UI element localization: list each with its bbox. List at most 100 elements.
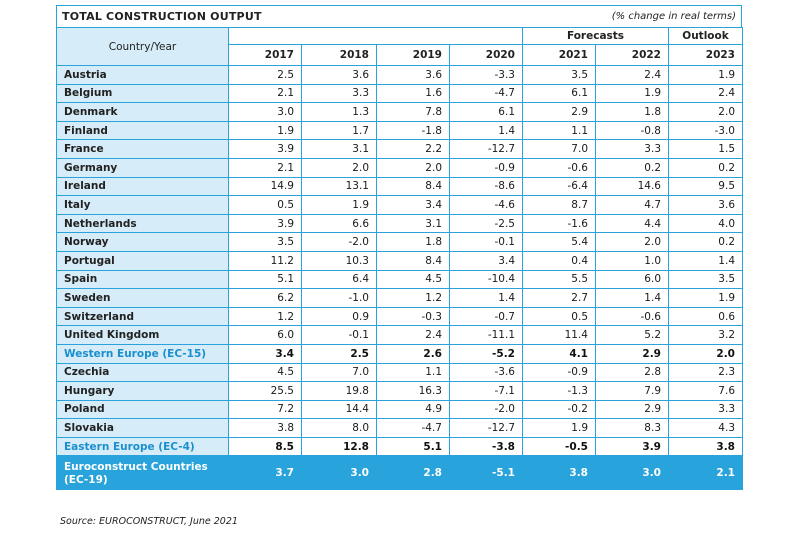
value-cell: 4.7: [595, 195, 669, 215]
value-cell: 7.0: [301, 362, 377, 383]
table-row: France 3.9 3.1 2.2 -12.7 7.0 3.3 1.5: [56, 139, 743, 159]
table-row: Sweden 6.2 -1.0 1.2 1.4 2.7 1.4 1.9: [56, 288, 743, 308]
total-label: Euroconstruct Countries (EC-19): [56, 455, 229, 491]
value-cell: -0.5: [522, 436, 596, 457]
value-cell: 2.0: [301, 157, 377, 178]
value-cell: 0.4: [522, 250, 596, 271]
value-cell: 3.3: [301, 83, 377, 104]
value-cell: -3.6: [449, 362, 523, 383]
table-row: Portugal 11.2 10.3 8.4 3.4 0.4 1.0 1.4: [56, 250, 743, 271]
value-cell: 0.5: [228, 195, 302, 215]
value-cell: 1.2: [376, 288, 450, 308]
value-cell: 1.5: [668, 139, 743, 159]
value-cell: 13.1: [301, 176, 377, 197]
value-cell: 1.9: [668, 65, 743, 85]
value-cell: 7.0: [522, 139, 596, 159]
value-cell: 0.2: [668, 157, 743, 178]
table-row: Austria 2.5 3.6 3.6 -3.3 3.5 2.4 1.9: [56, 65, 743, 85]
unit-note: (% change in real terms): [611, 11, 736, 22]
value-cell: 2.0: [668, 343, 743, 364]
value-cell: 8.3: [595, 418, 669, 438]
value-cell: 2.5: [301, 343, 377, 364]
value-cell: 5.5: [522, 269, 596, 290]
country-label: Belgium: [56, 83, 229, 104]
year-header: 2018: [301, 44, 377, 66]
country-label: Western Europe (EC-15): [56, 343, 229, 364]
value-cell: -0.6: [595, 306, 669, 327]
value-cell: 1.4: [595, 288, 669, 308]
value-cell: 0.2: [595, 157, 669, 178]
country-label: Slovakia: [56, 418, 229, 438]
year-header: 2019: [376, 44, 450, 66]
value-cell: -0.3: [376, 306, 450, 327]
value-cell: 1.2: [228, 306, 302, 327]
value-cell: 3.4: [376, 195, 450, 215]
value-cell: -4.7: [449, 83, 523, 104]
value-cell: 4.9: [376, 399, 450, 420]
construction-output-table-panel: TOTAL CONSTRUCTION OUTPUT (% change in r…: [56, 5, 743, 491]
value-cell: -2.0: [301, 232, 377, 252]
value-cell: 3.3: [595, 139, 669, 159]
value-cell: 1.7: [301, 120, 377, 141]
value-cell: 1.9: [228, 120, 302, 141]
value-cell: 4.5: [228, 362, 302, 383]
value-cell: 0.2: [668, 232, 743, 252]
value-cell: 2.4: [668, 83, 743, 104]
value-cell: -0.9: [522, 362, 596, 383]
country-label: Denmark: [56, 102, 229, 122]
table-row: Belgium 2.1 3.3 1.6 -4.7 6.1 1.9 2.4: [56, 83, 743, 104]
value-cell: -3.0: [668, 120, 743, 141]
country-label: United Kingdom: [56, 325, 229, 345]
value-cell: 1.1: [522, 120, 596, 141]
value-cell: 1.0: [595, 250, 669, 271]
value-cell: 0.9: [301, 306, 377, 327]
value-cell: 2.1: [228, 83, 302, 104]
value-cell: 2.9: [522, 102, 596, 122]
value-cell: 0.6: [668, 306, 743, 327]
value-cell: 3.9: [228, 213, 302, 234]
table-row: Hungary 25.5 19.8 16.3 -7.1 -1.3 7.9 7.6: [56, 381, 743, 401]
table-row: Czechia 4.5 7.0 1.1 -3.6 -0.9 2.8 2.3: [56, 362, 743, 383]
value-cell: -0.2: [522, 399, 596, 420]
value-cell: 8.0: [301, 418, 377, 438]
value-cell: 19.8: [301, 381, 377, 401]
country-label: Portugal: [56, 250, 229, 271]
value-cell: 4.3: [668, 418, 743, 438]
value-cell: -0.1: [301, 325, 377, 345]
value-cell: -0.7: [449, 306, 523, 327]
year-header: 2022: [595, 44, 669, 66]
value-cell: 2.9: [595, 399, 669, 420]
value-cell: 6.6: [301, 213, 377, 234]
country-label: Czechia: [56, 362, 229, 383]
total-value-cell: 3.8: [522, 455, 596, 491]
value-cell: -3.8: [449, 436, 523, 457]
value-cell: -1.0: [301, 288, 377, 308]
value-cell: -0.8: [595, 120, 669, 141]
value-cell: 25.5: [228, 381, 302, 401]
value-cell: 5.1: [376, 436, 450, 457]
table-row: Switzerland 1.2 0.9 -0.3 -0.7 0.5 -0.6 0.6: [56, 306, 743, 327]
value-cell: 6.0: [228, 325, 302, 345]
country-label: Poland: [56, 399, 229, 420]
value-cell: -4.7: [376, 418, 450, 438]
table-titlebar: TOTAL CONSTRUCTION OUTPUT (% change in r…: [56, 5, 742, 27]
country-label: Switzerland: [56, 306, 229, 327]
value-cell: 2.3: [668, 362, 743, 383]
country-label: Norway: [56, 232, 229, 252]
value-cell: 3.8: [668, 436, 743, 457]
value-cell: -11.1: [449, 325, 523, 345]
value-cell: 6.1: [522, 83, 596, 104]
value-cell: 3.6: [301, 65, 377, 85]
year-header: 2023: [668, 44, 743, 66]
region-subtotal-row: Western Europe (EC-15) 3.4 2.5 2.6 -5.2 4.1 2.…: [56, 343, 743, 364]
value-cell: 2.9: [595, 343, 669, 364]
value-cell: 7.8: [376, 102, 450, 122]
value-cell: 4.5: [376, 269, 450, 290]
value-cell: 1.1: [376, 362, 450, 383]
total-value-cell: 2.8: [376, 455, 450, 491]
country-label: Netherlands: [56, 213, 229, 234]
header-row-groups: Country/Year Forecasts Outlook: [56, 27, 743, 66]
value-cell: -2.5: [449, 213, 523, 234]
value-cell: 3.4: [228, 343, 302, 364]
value-cell: 7.9: [595, 381, 669, 401]
